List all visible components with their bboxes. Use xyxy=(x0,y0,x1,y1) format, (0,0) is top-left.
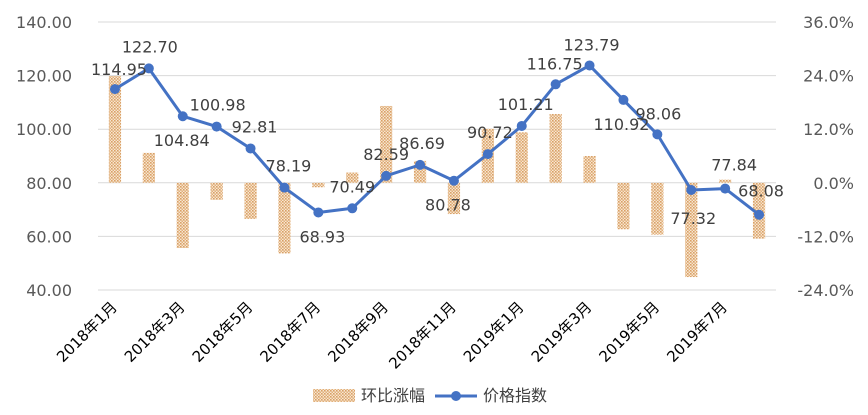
x-tick-label: 2018年11月 xyxy=(385,298,459,372)
price-index-marker xyxy=(618,94,629,105)
data-label: 122.70 xyxy=(122,37,178,56)
price-index-marker xyxy=(109,84,120,95)
bar-mom-change xyxy=(346,172,359,183)
price-index-marker xyxy=(279,182,290,193)
bar-mom-change xyxy=(142,152,155,183)
x-tick-label: 2018年5月 xyxy=(189,298,257,366)
price-index-line xyxy=(114,63,760,216)
bar-mom-change xyxy=(583,156,596,183)
right-y-tick-label: 24.0% xyxy=(803,67,854,86)
bar-mom-change xyxy=(312,182,325,188)
x-tick-label: 2019年1月 xyxy=(460,298,528,366)
legend-label-line: 价格指数 xyxy=(483,386,547,405)
bar-mom-change xyxy=(447,182,461,215)
price-index-marker xyxy=(177,111,188,122)
bar-mom-change xyxy=(380,105,393,183)
bar-mom-change xyxy=(651,182,664,235)
data-label: 123.79 xyxy=(564,35,620,54)
data-label: 116.75 xyxy=(527,54,583,73)
left-y-axis-ticks: 40.00 60.00 80.00 100.00 120.00 140.00 xyxy=(16,13,72,300)
price-index-marker xyxy=(313,207,324,218)
x-tick-label: 2018年1月 xyxy=(53,298,121,366)
data-label: 92.81 xyxy=(232,117,278,136)
bar-mom-change xyxy=(549,114,562,183)
price-index-marker xyxy=(652,129,663,140)
data-label: 98.06 xyxy=(635,104,681,123)
price-index-marker xyxy=(754,209,765,220)
price-index-marker xyxy=(720,183,731,194)
line-series-price-index xyxy=(109,60,765,220)
price-index-marker xyxy=(584,60,595,71)
left-y-tick-label: 80.00 xyxy=(26,174,72,193)
data-labels: 114.95 122.70 104.84 100.98 92.81 78.19 68.93 7… xyxy=(91,35,784,246)
price-index-marker xyxy=(347,203,358,214)
price-index-marker xyxy=(245,143,256,154)
price-index-marker xyxy=(516,120,527,131)
left-y-tick-label: 100.00 xyxy=(16,120,72,139)
x-tick-label: 2019年7月 xyxy=(663,298,731,366)
data-label: 77.84 xyxy=(711,156,757,175)
left-y-tick-label: 140.00 xyxy=(16,13,72,32)
data-label: 104.84 xyxy=(154,131,210,150)
gridlines xyxy=(98,21,776,291)
bar-mom-change xyxy=(210,182,223,200)
data-label: 86.69 xyxy=(399,134,445,153)
right-y-tick-label: -24.0% xyxy=(797,281,854,300)
x-tick-label: 2018年7月 xyxy=(256,298,324,366)
price-index-marker xyxy=(143,63,154,74)
data-label: 77.32 xyxy=(670,209,716,228)
price-index-marker xyxy=(211,121,222,132)
x-tick-label: 2018年3月 xyxy=(121,298,189,366)
data-label: 78.19 xyxy=(266,157,312,176)
bar-mom-change xyxy=(617,182,630,230)
price-index-marker xyxy=(448,175,459,186)
legend: 环比涨幅 价格指数 xyxy=(313,386,547,405)
data-label: 68.93 xyxy=(299,227,345,246)
data-label: 70.49 xyxy=(329,177,375,196)
data-label: 80.78 xyxy=(425,196,471,215)
right-y-axis-ticks: -24.0% -12.0% 0.0% 12.0% 24.0% 36.0% xyxy=(797,13,854,300)
data-label: 101.21 xyxy=(498,95,554,114)
data-label: 82.59 xyxy=(363,145,409,164)
price-index-marker xyxy=(381,170,392,181)
bar-mom-change xyxy=(685,182,698,278)
bar-mom-change xyxy=(515,132,528,183)
left-y-tick-label: 120.00 xyxy=(16,67,72,86)
data-label: 90.72 xyxy=(467,123,513,142)
price-index-marker xyxy=(550,79,561,90)
price-index-marker xyxy=(482,149,493,160)
right-y-tick-label: 12.0% xyxy=(803,120,854,139)
right-y-tick-label: 36.0% xyxy=(803,13,854,32)
bar-mom-change xyxy=(278,182,291,254)
legend-label-bar: 环比涨幅 xyxy=(361,386,425,405)
legend-swatch-bar xyxy=(313,389,355,402)
right-y-tick-label: -12.0% xyxy=(797,227,854,246)
x-tick-label: 2019年3月 xyxy=(528,298,596,366)
data-label: 68.08 xyxy=(738,182,784,201)
data-label: 114.95 xyxy=(91,60,147,79)
price-index-marker xyxy=(415,159,426,170)
bar-mom-change xyxy=(108,76,122,183)
x-axis-ticks: 2018年1月 2018年3月 2018年5月 2018年7月 2018年9月2018年… xyxy=(53,298,731,372)
left-y-tick-label: 60.00 xyxy=(26,227,72,246)
bar-mom-change xyxy=(719,179,732,183)
price-index-marker xyxy=(686,184,697,195)
left-y-tick-label: 40.00 xyxy=(26,281,72,300)
bar-series-mom-change xyxy=(108,76,766,278)
legend-swatch-marker xyxy=(451,391,461,401)
bar-mom-change xyxy=(176,182,189,249)
data-label: 110.92 xyxy=(593,115,649,134)
data-label: 100.98 xyxy=(190,96,246,115)
x-tick-label: 2019年5月 xyxy=(595,298,663,366)
bar-mom-change xyxy=(244,182,257,219)
right-y-tick-label: 0.0% xyxy=(813,174,854,193)
x-tick-label: 2018年9月 xyxy=(324,298,392,366)
